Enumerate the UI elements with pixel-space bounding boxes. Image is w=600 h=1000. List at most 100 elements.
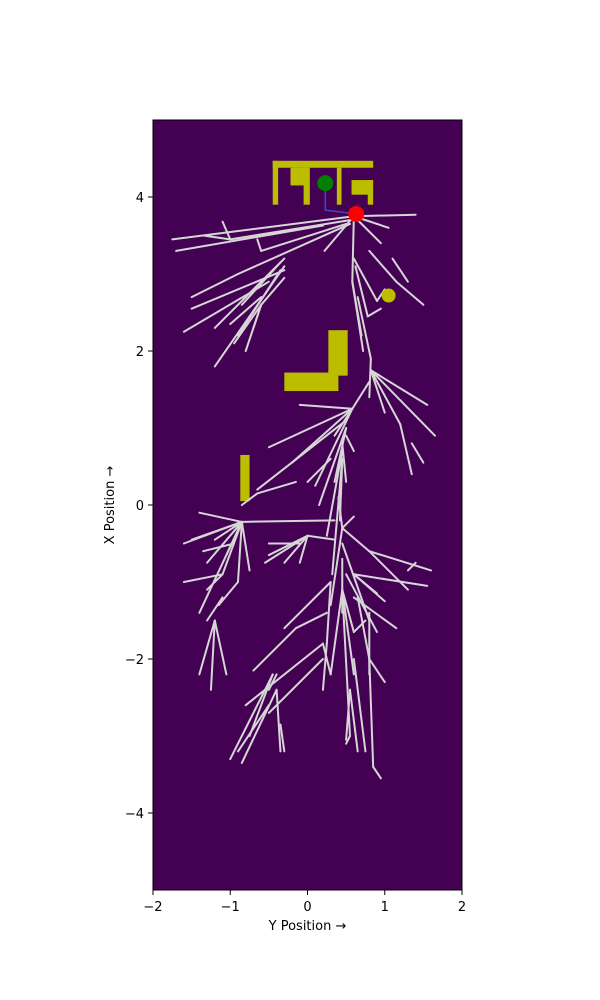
y-tick-label: −4 — [125, 807, 144, 822]
tree-edge — [354, 265, 369, 318]
obstacle — [351, 180, 370, 195]
tree-edge — [348, 688, 359, 753]
tree-edge — [368, 357, 372, 399]
tree-edge — [306, 457, 332, 483]
tree-edge — [325, 581, 332, 645]
tree-edge — [323, 215, 355, 252]
tree-edge — [352, 573, 429, 587]
tree-edge — [341, 515, 355, 530]
tree-edge — [406, 561, 417, 572]
tree-edge — [399, 423, 413, 476]
tree-edge — [202, 542, 236, 553]
tree-edge — [352, 213, 417, 218]
obstacle — [284, 372, 339, 392]
obstacle — [336, 167, 342, 205]
tree-edge — [279, 723, 286, 753]
tree-edge — [256, 419, 348, 491]
tree-edge — [351, 380, 371, 410]
tree-edge — [206, 520, 243, 564]
tree-edge — [372, 765, 382, 780]
tree-edge — [182, 573, 224, 583]
tree-edge — [329, 527, 344, 607]
tree-edge — [314, 407, 354, 487]
y-tick-label: 0 — [136, 499, 144, 514]
tree-edge — [221, 220, 232, 241]
tree-edge — [260, 276, 286, 306]
tree-edge — [198, 619, 216, 676]
tree-edge — [352, 658, 367, 753]
tree-edge — [352, 619, 367, 634]
tree-edge — [341, 527, 371, 553]
tree-edge — [240, 261, 282, 306]
tree-edge — [252, 627, 297, 672]
tree-edge — [333, 427, 348, 483]
obstacle — [367, 180, 374, 205]
tree-edge — [391, 257, 409, 283]
tree-edge — [275, 688, 282, 753]
tree-edge — [233, 303, 263, 345]
tree-edge — [236, 519, 336, 523]
tree-edge — [229, 296, 263, 326]
tree-edge — [298, 403, 354, 410]
tree-edge — [351, 215, 355, 283]
tree-edge — [260, 222, 348, 252]
tree-edge — [410, 442, 425, 464]
tree-edge — [329, 588, 344, 676]
tree-edge — [190, 520, 243, 541]
tree-edge — [368, 249, 398, 283]
tree-edge — [325, 450, 344, 537]
tree-edge — [352, 257, 379, 302]
tree-edge — [395, 280, 425, 306]
tree-edge — [345, 434, 355, 453]
tree-edge — [283, 534, 309, 564]
tree-edge — [225, 520, 243, 557]
y-tick-label: 2 — [136, 345, 144, 360]
tree-edge — [229, 219, 351, 241]
probe-marker — [381, 288, 396, 303]
plot-background — [153, 120, 462, 890]
tree-edge — [213, 619, 228, 676]
tree-edge — [244, 642, 324, 707]
tree-edge — [236, 520, 243, 583]
tree-edge — [321, 642, 328, 691]
x-axis-label: Y Position → — [268, 919, 347, 934]
tree-edge — [244, 303, 263, 352]
tree-edge — [366, 307, 382, 318]
tree-edge — [190, 273, 239, 299]
tree-edge — [217, 581, 239, 607]
tree-edge — [256, 480, 297, 495]
tree-edge — [213, 520, 243, 541]
tree-edge — [369, 369, 436, 437]
start-marker — [317, 175, 334, 192]
tree-edge — [264, 534, 309, 564]
obstacle — [272, 160, 374, 168]
tree-edge — [368, 550, 409, 591]
tree-edge — [248, 673, 274, 737]
tree-edge — [267, 673, 278, 691]
obstacle — [290, 167, 306, 186]
tree-edge — [267, 407, 354, 449]
tree-edge — [175, 224, 324, 252]
tree-edge — [229, 673, 274, 761]
tree-edge — [240, 688, 278, 764]
tree-edge — [256, 238, 263, 252]
tree-edge — [209, 619, 216, 691]
x-tick-label: −2 — [143, 900, 162, 915]
obstacle — [328, 330, 348, 376]
x-tick-label: 0 — [303, 900, 311, 915]
tree-edge — [236, 222, 351, 275]
obstacle — [303, 167, 310, 205]
tree-edge — [341, 442, 348, 483]
y-axis-label: X Position → — [103, 466, 118, 545]
tree-edge — [236, 269, 282, 337]
obstacle — [240, 454, 250, 502]
obstacle — [272, 160, 279, 205]
tree-edge — [345, 688, 351, 741]
x-tick-label: 2 — [458, 900, 466, 915]
goal-marker — [348, 205, 365, 222]
tree-edge — [369, 369, 429, 406]
tree-edge — [206, 596, 224, 622]
tree-edge — [318, 427, 348, 506]
plot-area — [153, 120, 462, 890]
